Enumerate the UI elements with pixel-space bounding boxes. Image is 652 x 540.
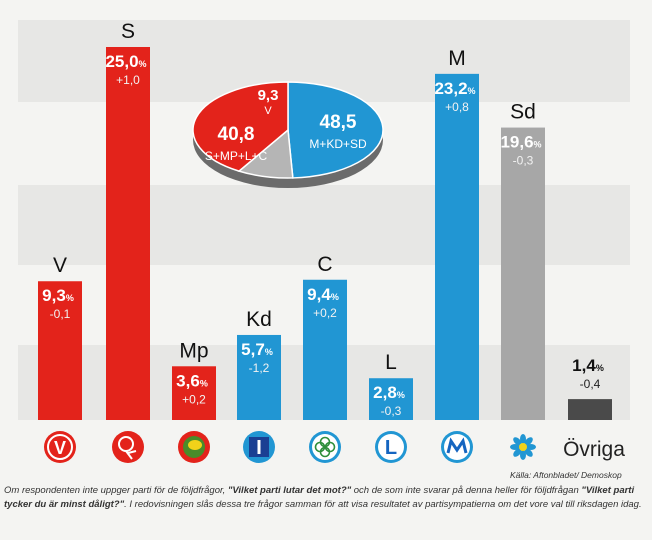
bar-group-M: 23,2% +0,8 M [434, 47, 479, 420]
change-label: +1,0 [116, 73, 140, 87]
bars: 9,3% -0,1 V 25,0% +1,0 S 3,6% +0,2 Mp 5,7% -1,2 Kd 9… [38, 20, 612, 421]
l-logo-bg [378, 434, 404, 460]
logo-Kd [243, 431, 275, 463]
v-logo-letter: V [54, 438, 66, 458]
bar-group-V: 9,3% -0,1 V [38, 254, 82, 420]
change-label: -0,4 [580, 377, 601, 391]
clover-leaf [314, 441, 326, 453]
bar [435, 73, 479, 420]
pie-value-label: 9,3 [258, 87, 279, 104]
change-label: -0,3 [381, 404, 402, 418]
bar [501, 127, 545, 421]
value-label: 19,6% [500, 133, 541, 152]
category-label: V [53, 254, 67, 277]
category-label: L [385, 351, 397, 374]
bar-group-Mp: 3,6% +0,2 Mp [172, 339, 216, 420]
logo-Mp [178, 431, 210, 463]
v-logo-ring [47, 434, 73, 460]
category-label: Mp [179, 339, 208, 362]
value-label: 23,2% [434, 79, 475, 98]
pie-value-label: 48,5 [320, 112, 357, 133]
sd-center [519, 443, 527, 451]
bar [106, 47, 150, 420]
bar [172, 366, 216, 420]
value-label: 2,8% [373, 383, 405, 402]
bar-group-L: 2,8% -0,3 L [369, 351, 413, 420]
sd-petal [513, 448, 522, 457]
pie-sublabel: V [264, 105, 272, 117]
category-label: C [317, 253, 332, 276]
value-label: 1,4% [572, 356, 604, 375]
pie-sublabel: M+KD+SD [309, 137, 367, 151]
sd-petal [520, 450, 526, 460]
pie-slice [287, 81, 384, 179]
party-logos: V L Övriga [44, 431, 625, 463]
sd-petal [524, 437, 533, 446]
value-label: 9,4% [307, 285, 339, 304]
bar [237, 334, 281, 420]
change-label: -0,3 [513, 154, 534, 168]
sd-petal [510, 444, 520, 450]
pie-sublabel: S+MP+L+C [205, 149, 268, 163]
l-logo-letter: L [385, 437, 397, 459]
footnote: Om respondenten inte uppger parti för de… [4, 485, 642, 510]
sd-petal [520, 434, 526, 444]
category-label: S [121, 20, 135, 43]
logo-V: V [44, 431, 76, 463]
bar-group-S: 25,0% +1,0 S [105, 20, 150, 420]
category-label: Sd [510, 101, 536, 124]
logo-text: Övriga [563, 438, 625, 461]
sd-petal [526, 444, 536, 450]
bar [568, 399, 612, 420]
kd-mark [257, 440, 261, 454]
logo-M [441, 431, 473, 463]
logo-L: L [375, 431, 407, 463]
rose-logo-icon [112, 431, 144, 463]
bar [303, 279, 347, 420]
m-logo-bg [444, 434, 470, 460]
category-label: Kd [246, 308, 272, 331]
value-label: 3,6% [176, 371, 208, 390]
bar-group-Kd: 5,7% -1,2 Kd [237, 308, 281, 420]
value-label: 9,3% [42, 286, 74, 305]
bar-group-Sd: 19,6% -0,3 Sd [500, 101, 545, 421]
change-label: +0,2 [182, 392, 206, 406]
change-label: +0,8 [445, 100, 469, 114]
bar-group-Övriga: 1,4% -0,4 [568, 356, 612, 420]
rose-stem [125, 450, 137, 460]
change-label: -1,2 [249, 361, 270, 375]
change-label: -0,1 [50, 307, 71, 321]
value-label: 25,0% [105, 52, 146, 71]
logo-Övriga: Övriga [563, 438, 625, 461]
sd-petal [524, 448, 533, 457]
logo-C [309, 431, 341, 463]
bar [38, 281, 82, 420]
sd-petal [513, 437, 522, 446]
m-logo-shape [446, 437, 468, 454]
pie-slice [192, 81, 289, 172]
pie-value-label: 40,8 [218, 124, 255, 145]
value-label: 5,7% [241, 340, 273, 359]
logo-S [112, 431, 144, 463]
source-note: Källa: Aftonbladet/ Demoskop [510, 470, 622, 480]
bar-group-C: 9,4% +0,2 C [303, 253, 347, 420]
category-label: M [448, 47, 466, 70]
pie-chart: 48,5 M+KD+SD 9,3V 40,8 S+MP+L+C [192, 81, 384, 188]
change-label: +0,2 [313, 306, 337, 320]
logo-Sd [510, 434, 536, 460]
mp-leaf [188, 440, 202, 450]
bar [369, 378, 413, 420]
